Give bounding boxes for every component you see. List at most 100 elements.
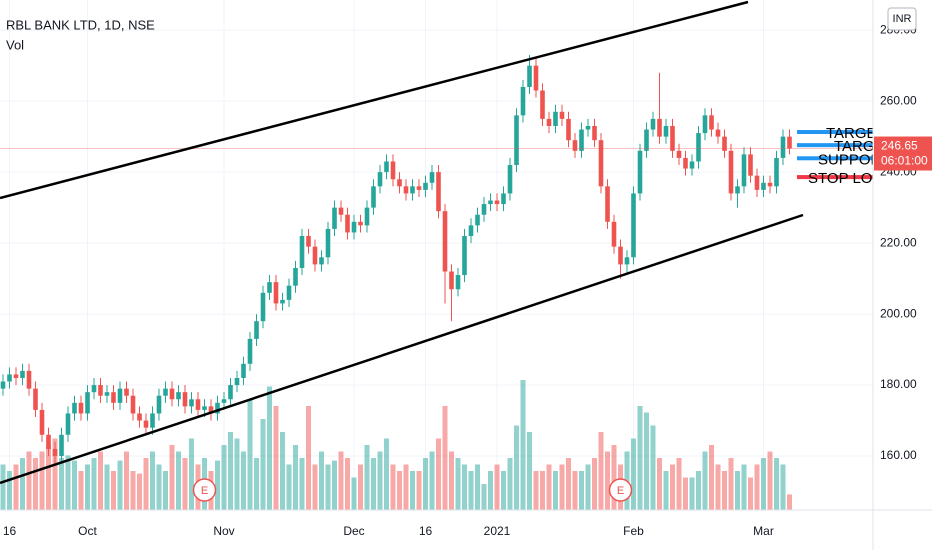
volume-bar — [143, 458, 149, 510]
candle-body — [423, 182, 428, 190]
volume-bar — [351, 477, 357, 510]
volume-bar — [384, 438, 389, 510]
volume-bar — [455, 458, 461, 510]
volume-bar — [59, 458, 64, 510]
x-tick-label: 16 — [419, 524, 433, 538]
candle-body — [150, 413, 155, 428]
level-bar — [797, 175, 873, 180]
currency[interactable]: INR — [893, 13, 912, 25]
candle-body — [202, 406, 207, 410]
candle-body — [507, 165, 513, 194]
volume-bar — [579, 471, 584, 510]
currency-box[interactable] — [887, 7, 917, 31]
volume-bar — [137, 473, 142, 510]
last-price-label: 246.65 — [881, 139, 918, 153]
x-tick-label: 16 — [3, 524, 17, 538]
volume-bar — [488, 471, 493, 510]
candle-body — [416, 186, 422, 190]
candle-body — [0, 381, 6, 389]
level-label: TARGET — [826, 125, 886, 142]
candle-body — [247, 338, 253, 364]
volume-bar — [494, 464, 500, 510]
earnings-marker — [192, 478, 217, 502]
candle-body — [676, 150, 682, 158]
candle-body — [566, 118, 571, 141]
candle-body — [546, 118, 552, 126]
candle-body — [442, 211, 448, 272]
candle-body — [267, 282, 272, 293]
candle-body — [117, 388, 123, 403]
volume-bar — [332, 460, 337, 510]
volume-bar — [403, 464, 409, 510]
candle-body — [91, 385, 97, 393]
earnings-label: E — [201, 485, 208, 497]
candle-body — [631, 193, 636, 258]
volume-bar — [631, 438, 636, 510]
volume-bar — [221, 445, 227, 510]
level-label: STOP LOSS — [808, 170, 893, 187]
candle-body — [59, 434, 64, 457]
x-tick-label: 2021 — [484, 524, 511, 538]
volume-bar — [85, 464, 90, 510]
volume-bar — [514, 425, 519, 510]
candle-body — [559, 111, 565, 119]
candle-body — [572, 140, 578, 151]
candle-body — [384, 161, 389, 173]
volume-bar — [533, 471, 539, 510]
volume-bar — [7, 471, 12, 510]
candle-body — [156, 395, 162, 414]
candle-body — [293, 267, 298, 286]
candle-body — [527, 65, 532, 87]
candle-body — [429, 172, 435, 183]
volume-bar — [429, 451, 435, 510]
x-tick-label: Nov — [213, 524, 234, 538]
candle-body — [312, 246, 318, 265]
volume-bar — [767, 451, 773, 510]
volume-bar — [91, 458, 97, 510]
candle-body — [78, 402, 84, 414]
channel-top — [0, 0, 749, 200]
candle-body — [540, 90, 545, 119]
volume-bar — [52, 438, 58, 510]
y-tick-label: 260.00 — [880, 93, 917, 107]
candle-body — [787, 136, 792, 149]
candle-body — [741, 154, 747, 187]
volume-bar — [559, 464, 565, 510]
candle-body — [650, 118, 656, 130]
candle-body — [780, 136, 786, 158]
volume-bar — [0, 464, 6, 510]
candle-body — [273, 282, 279, 304]
candle-body — [605, 186, 610, 222]
volume-bar — [254, 458, 259, 510]
candle-body — [488, 200, 493, 205]
candle-body — [130, 395, 136, 414]
candle-body — [325, 228, 331, 258]
candle-body — [657, 118, 662, 137]
candle-body — [358, 221, 363, 226]
volume-bar — [26, 451, 32, 510]
volume-bar — [377, 451, 383, 510]
volume-bar — [124, 451, 129, 510]
volume-bar — [728, 458, 734, 510]
volume-bar — [182, 458, 188, 510]
volume-bar — [735, 471, 740, 510]
candle-body — [234, 377, 240, 386]
candle-body — [241, 363, 246, 378]
level-label: SUPPORT — [818, 151, 890, 168]
volume-bar — [676, 458, 682, 510]
candle-body — [7, 374, 12, 382]
candle-body — [735, 186, 740, 194]
volume-bar — [592, 458, 597, 510]
volume-bar — [637, 406, 643, 510]
volume-bar — [358, 464, 363, 510]
volume-bar — [228, 432, 233, 510]
candle-body — [514, 115, 519, 166]
volume-bar — [312, 464, 318, 510]
volume-bar — [650, 425, 656, 510]
level-bar — [797, 156, 873, 161]
volume-bar — [397, 471, 402, 510]
y-tick-label: 200.00 — [880, 306, 917, 320]
volume-bar — [247, 399, 253, 510]
